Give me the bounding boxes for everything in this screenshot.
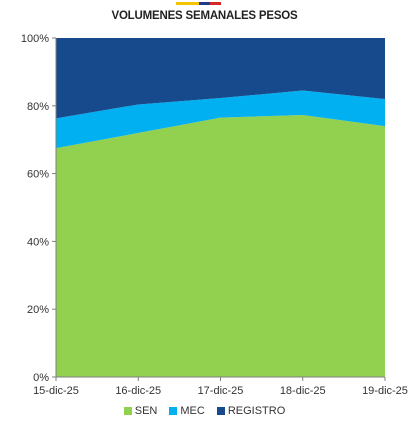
area-mec [56,90,385,149]
flag-red [209,2,221,5]
y-tick-label: 100% [21,33,49,45]
y-tick-label: 80% [27,101,49,113]
legend-item-sen: SEN [123,405,158,417]
x-tick-label: 18-dic-25 [280,385,326,397]
flag-blue [198,2,210,5]
legend-item-registro: REGISTRO [216,405,286,417]
legend-label: SEN [134,405,158,417]
y-tick-label: 60% [27,169,49,181]
legend-item-mec: MEC [169,405,205,417]
y-tick-label: 0% [33,372,49,384]
legend-swatch [123,407,132,415]
chart-legend: SEN MEC REGISTRO [0,405,409,417]
x-tick-label: 15-dic-25 [33,385,79,397]
area-sen [56,114,385,377]
y-tick-label: 20% [27,304,49,316]
legend-swatch [216,407,225,415]
x-tick-label: 16-dic-25 [115,385,161,397]
area-registro [56,38,385,119]
x-tick-label: 17-dic-25 [198,385,244,397]
legend-label: REGISTRO [227,405,286,417]
x-tick-label: 19-dic-25 [362,385,408,397]
flag-yellow [176,2,199,5]
legend-swatch [169,407,178,415]
legend-label: MEC [180,405,205,417]
y-tick-label: 40% [27,236,49,248]
stacked-area-chart: 0% 20% 40% 60% 80% 100% 15-dic-25 16-dic-25 17-d… [21,33,408,397]
chart-title: VOLUMENES SEMANALES PESOS [111,10,298,22]
flag-stripe [176,2,221,5]
